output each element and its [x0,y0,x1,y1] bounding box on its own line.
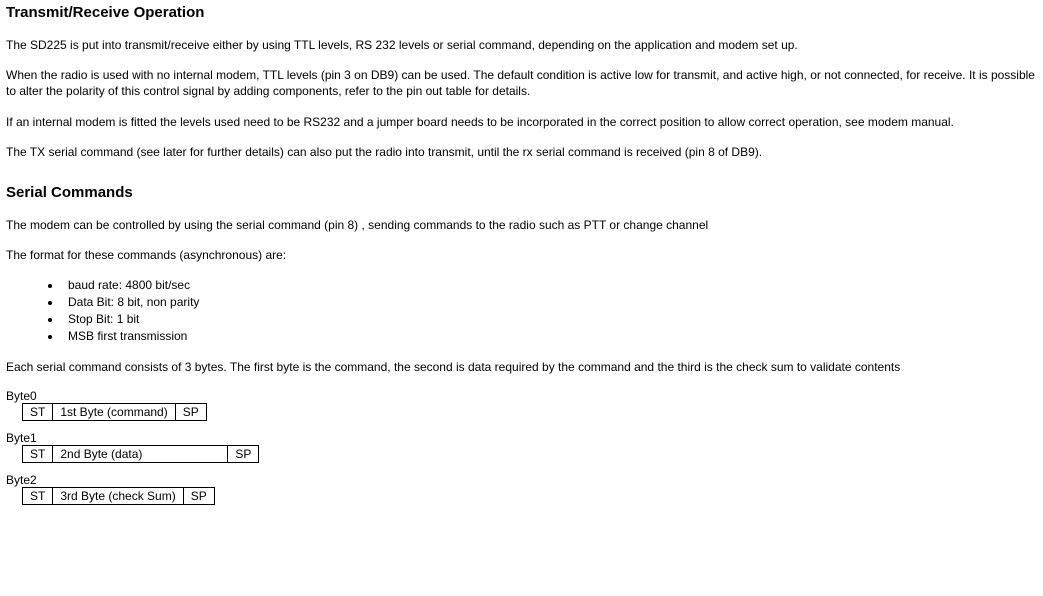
table-row: ST 3rd Byte (check Sum) SP [23,487,215,504]
paragraph: The SD225 is put into transmit/receive e… [6,37,1037,53]
paragraph: The modem can be controlled by using the… [6,217,1037,233]
document-page: Transmit/Receive Operation The SD225 is … [0,0,1043,535]
heading-transmit-receive: Transmit/Receive Operation [6,4,1037,21]
byte1-cell-content: 2nd Byte (data) [53,445,228,462]
byte1-table: ST 2nd Byte (data) SP [22,445,259,463]
byte2-cell-sp: SP [183,487,214,504]
command-format-list: baud rate: 4800 bit/sec Data Bit: 8 bit,… [6,277,1037,344]
byte2-cell-st: ST [23,487,53,504]
byte0-cell-sp: SP [175,403,206,420]
heading-serial-commands: Serial Commands [6,184,1037,201]
byte0-label: Byte0 [6,389,1037,403]
paragraph: If an internal modem is fitted the level… [6,114,1037,130]
paragraph: When the radio is used with no internal … [6,67,1037,99]
byte2-cell-content: 3rd Byte (check Sum) [53,487,183,504]
list-item: Stop Bit: 1 bit [62,311,1037,328]
list-item: Data Bit: 8 bit, non parity [62,294,1037,311]
byte2-table: ST 3rd Byte (check Sum) SP [22,487,215,505]
byte1-cell-st: ST [23,445,53,462]
table-row: ST 2nd Byte (data) SP [23,445,259,462]
byte0-cell-st: ST [23,403,53,420]
paragraph: The TX serial command (see later for fur… [6,144,1037,160]
byte2-label: Byte2 [6,473,1037,487]
byte0-cell-content: 1st Byte (command) [53,403,175,420]
list-item: MSB first transmission [62,328,1037,345]
byte1-label: Byte1 [6,431,1037,445]
paragraph: The format for these commands (asynchron… [6,247,1037,263]
paragraph: Each serial command consists of 3 bytes.… [6,359,1037,375]
byte0-table: ST 1st Byte (command) SP [22,403,207,421]
table-row: ST 1st Byte (command) SP [23,403,207,420]
byte1-cell-sp: SP [228,445,259,462]
list-item: baud rate: 4800 bit/sec [62,277,1037,294]
